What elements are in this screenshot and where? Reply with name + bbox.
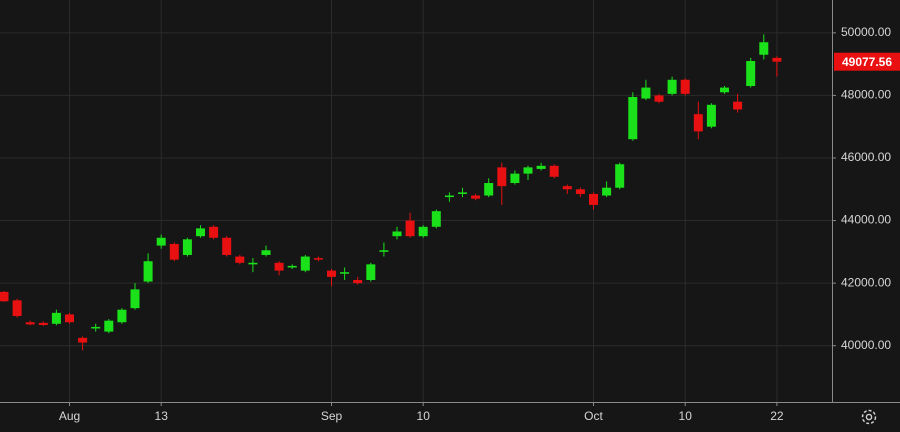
y-tick-label: 50000.00: [841, 25, 891, 39]
candle-body: [340, 272, 350, 274]
candle-body: [772, 57, 782, 62]
settings-icon[interactable]: [861, 409, 877, 425]
candle-body: [693, 114, 703, 132]
candle-body: [235, 256, 245, 263]
candle-body: [379, 250, 389, 252]
candle-body: [287, 265, 297, 268]
candle-body: [38, 322, 48, 326]
grid: [0, 0, 832, 402]
last-price-box: [834, 52, 900, 71]
candle-body: [248, 262, 258, 265]
candle-body: [706, 104, 716, 127]
candle-body: [209, 226, 219, 238]
candle-body: [562, 186, 572, 190]
candle-body: [51, 312, 61, 324]
candle-body: [261, 250, 271, 255]
candle-body: [327, 270, 336, 277]
y-tick-label: 44000.00: [841, 213, 891, 227]
y-tick-label: 46000.00: [841, 150, 891, 164]
x-tick-label: Oct: [584, 409, 603, 423]
candle-body: [104, 320, 114, 332]
candle-body: [78, 337, 88, 343]
candle-body: [641, 87, 651, 99]
x-tick-label: Aug: [59, 409, 80, 423]
gear-outline: [861, 409, 877, 425]
candle-body: [497, 167, 507, 187]
candle-body: [523, 167, 533, 174]
last-price-label: 49077.56: [842, 55, 892, 69]
candle-body: [667, 79, 677, 94]
candle-body: [628, 96, 638, 140]
candle-body: [536, 165, 546, 169]
candle-body: [549, 165, 559, 177]
candle-body: [733, 101, 743, 110]
candle-body: [680, 79, 690, 94]
candle-body: [130, 289, 140, 309]
candle-body: [300, 256, 310, 271]
candle-body: [405, 220, 415, 237]
candle-body: [156, 237, 166, 246]
y-tick-label: 40000.00: [841, 338, 891, 352]
candle-body: [196, 228, 205, 237]
x-tick-label: Sep: [321, 409, 343, 423]
candle-body: [720, 87, 729, 93]
candle-body: [65, 314, 74, 323]
candle-body: [654, 95, 664, 102]
y-tick-label: 42000.00: [841, 275, 891, 289]
candle-body: [510, 173, 520, 184]
candle-body: [222, 237, 232, 255]
candle-body: [615, 164, 625, 188]
candle-body: [602, 187, 612, 196]
candle-body: [484, 183, 494, 196]
x-tick-label: 22: [770, 409, 784, 423]
candle-body: [444, 195, 454, 198]
candle-body: [746, 61, 756, 87]
candle-body: [759, 42, 769, 55]
candle-body: [392, 231, 402, 237]
candle-body: [0, 291, 9, 302]
candle-body: [313, 258, 323, 260]
candle-body: [366, 264, 376, 280]
candle-body: [589, 193, 598, 205]
y-tick-label: 48000.00: [841, 88, 891, 102]
x-tick-label: 10: [679, 409, 693, 423]
x-tick-label: 13: [155, 409, 169, 423]
candle-body: [25, 322, 35, 325]
x-tick-label: 10: [417, 409, 431, 423]
candle-body: [169, 244, 179, 260]
gear-center: [865, 413, 873, 421]
candle-body: [274, 262, 284, 271]
candle-body: [91, 326, 101, 329]
candle-body: [117, 309, 127, 323]
candle-body: [575, 189, 585, 194]
candle-body: [12, 300, 22, 316]
candle-body: [458, 192, 467, 194]
candle-body: [143, 261, 153, 282]
candle-body: [182, 239, 192, 255]
candle-body: [353, 279, 363, 284]
candle-body: [431, 211, 441, 227]
candle-body: [471, 195, 481, 199]
candle-body: [418, 226, 428, 237]
